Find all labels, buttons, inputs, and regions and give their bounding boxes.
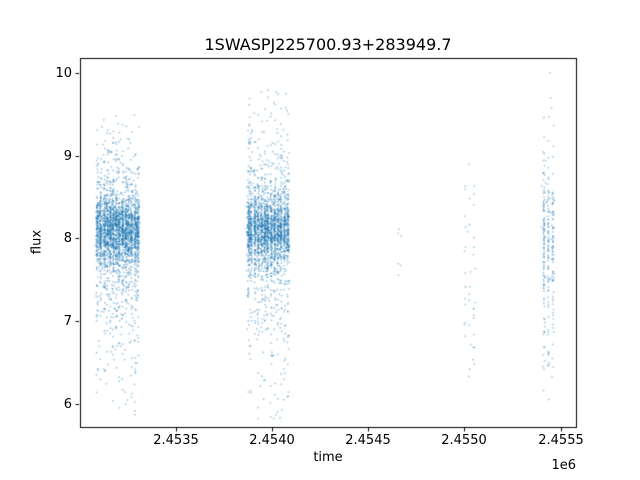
x-axis-offset-label: 1e6 [551,458,576,473]
x-tick-label: 2.4545 [345,433,391,448]
x-tick-label: 2.4555 [538,433,584,448]
y-tick-label: 6 [63,397,72,412]
y-tick-label: 7 [63,314,72,329]
x-axis-label: time [313,450,343,465]
x-tick-label: 2.4550 [441,433,487,448]
x-tick-label: 2.4535 [153,433,199,448]
y-tick-label: 9 [63,149,72,164]
y-tick-label: 8 [63,231,72,246]
x-tick-label: 2.4540 [249,433,295,448]
y-tick-label: 10 [55,66,72,81]
